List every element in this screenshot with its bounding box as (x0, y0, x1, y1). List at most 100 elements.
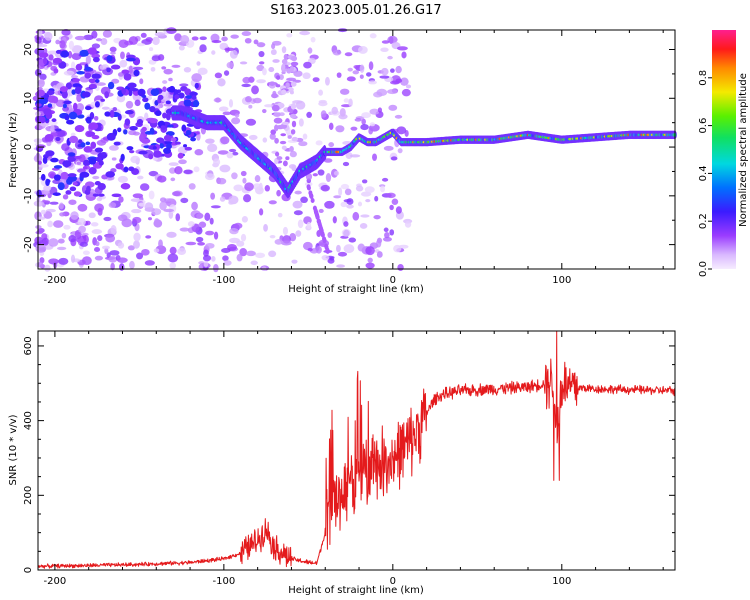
noise-blob (383, 227, 389, 233)
noise-blob (199, 44, 207, 53)
noise-blob (300, 196, 308, 204)
signal-blob (95, 156, 102, 163)
spectrogram-x-ticks: -200 -100 0 100 (44, 30, 664, 286)
noise-blob (254, 175, 261, 183)
noise-blob (360, 123, 369, 131)
noise-blob (306, 111, 312, 119)
signal-blob (46, 90, 55, 96)
signal-blob (121, 69, 130, 74)
signal-blob (137, 88, 146, 97)
colorbar: 0.0 0.2 0.4 0.6 0.8 Normalized spectral ampl… (698, 30, 749, 277)
spectrogram-heatmap (32, 27, 677, 273)
noise-blob (262, 109, 267, 114)
noise-blob (95, 38, 102, 42)
noise-blob (162, 80, 168, 84)
signal-blob (38, 52, 49, 58)
noise-blob (375, 239, 382, 248)
noise-blob (223, 260, 232, 266)
noise-blob (226, 61, 234, 69)
signal-blob (115, 163, 124, 170)
noise-blob (169, 262, 177, 269)
noise-blob (348, 98, 353, 107)
noise-blob (95, 241, 100, 247)
noise-blob (180, 197, 189, 204)
noise-blob (310, 36, 316, 43)
signal-blob (126, 54, 136, 59)
noise-blob (252, 97, 262, 104)
noise-blob (256, 64, 265, 72)
signal-blob (159, 143, 164, 149)
signal-blob (123, 166, 129, 173)
noise-blob (399, 77, 409, 86)
noise-blob (315, 246, 322, 254)
noise-blob (320, 184, 330, 192)
noise-blob (205, 242, 215, 249)
noise-blob (345, 152, 353, 159)
noise-blob (364, 186, 375, 194)
tail-blob (320, 232, 325, 238)
noise-blob (248, 134, 258, 140)
noise-blob (337, 251, 348, 257)
noise-blob (131, 208, 139, 213)
noise-blob (253, 39, 259, 45)
noise-blob (101, 245, 110, 250)
noise-blob (368, 61, 374, 71)
noise-blob (141, 248, 150, 256)
signal-blob (55, 49, 62, 54)
noise-blob (39, 73, 47, 81)
noise-blob (214, 72, 223, 79)
snr-x-ticks: -200 -100 0 100 (44, 331, 664, 587)
noise-blob (183, 67, 192, 73)
noise-blob (140, 32, 147, 38)
noise-blob (233, 184, 244, 192)
noise-blob (343, 98, 350, 103)
signal-blob (165, 112, 171, 121)
noise-blob (323, 158, 333, 163)
noise-blob (256, 79, 266, 84)
noise-blob (289, 65, 294, 72)
noise-blob (361, 118, 366, 125)
figure-title: S163.2023.005.01.26.G17 (270, 3, 441, 18)
signal-blob (129, 150, 135, 154)
noise-blob (373, 214, 381, 220)
noise-blob (94, 203, 104, 213)
noise-blob (161, 66, 167, 70)
signal-blob (140, 138, 151, 144)
noise-blob (344, 52, 353, 57)
signal-blob (75, 63, 83, 71)
noise-blob (48, 258, 59, 265)
x-tick-label: -200 (44, 576, 67, 587)
noise-blob (132, 66, 144, 71)
noise-blob (290, 55, 298, 62)
noise-blob (63, 224, 71, 230)
noise-blob (91, 229, 103, 235)
noise-blob (298, 118, 304, 127)
noise-blob (183, 169, 193, 175)
noise-blob (222, 255, 229, 262)
noise-blob (365, 246, 375, 256)
noise-blob (117, 72, 125, 77)
noise-blob (117, 214, 128, 222)
noise-blob (70, 132, 76, 137)
noise-blob (40, 209, 46, 215)
noise-blob (213, 263, 219, 273)
signal-blob (185, 95, 193, 99)
noise-blob (145, 235, 152, 239)
noise-blob (148, 217, 153, 221)
signal-blob (121, 87, 127, 95)
signal-blob (73, 191, 82, 197)
noise-blob (109, 46, 117, 53)
noise-blob (291, 164, 297, 172)
signal-blob (189, 91, 198, 97)
noise-blob (241, 215, 248, 223)
noise-blob (275, 84, 281, 88)
noise-blob (328, 122, 334, 131)
noise-blob (62, 194, 69, 200)
signal-blob (117, 127, 122, 133)
noise-blob (169, 246, 177, 255)
noise-blob (271, 104, 280, 112)
noise-blob (68, 40, 75, 50)
noise-blob (35, 230, 43, 235)
signal-blob (83, 146, 93, 153)
noise-blob (226, 243, 237, 251)
